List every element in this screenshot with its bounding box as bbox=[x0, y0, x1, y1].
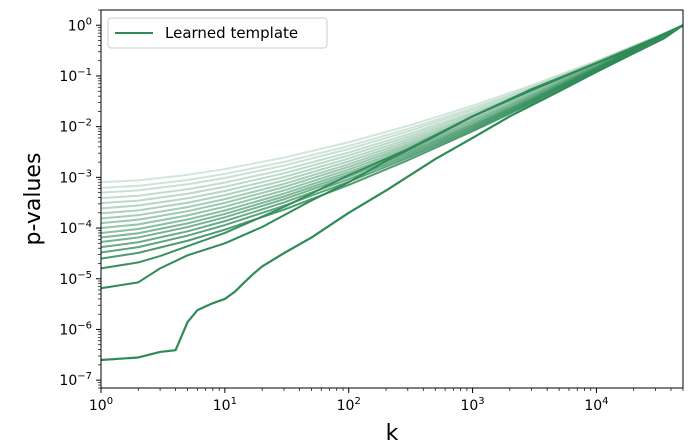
y-tick-label: 10−3 bbox=[59, 168, 92, 186]
series-line-14 bbox=[100, 24, 684, 205]
x-tick-label: 101 bbox=[213, 396, 237, 414]
plot-frame bbox=[100, 9, 684, 389]
series-line-learned-template bbox=[100, 24, 684, 362]
y-tick-label: 10−6 bbox=[59, 320, 92, 338]
x-axis-label: k bbox=[386, 421, 399, 446]
y-tick-label: 10−2 bbox=[59, 118, 92, 136]
y-tick-label: 10−7 bbox=[59, 371, 92, 389]
y-axis-label: p-values bbox=[21, 153, 46, 246]
y-axis-ticks: 100 10−1 10−2 10−3 10−4 10−5 10−6 10−7 bbox=[59, 9, 101, 389]
x-tick-label: 104 bbox=[584, 396, 608, 414]
x-tick-label: 100 bbox=[89, 396, 113, 414]
x-tick-label: 103 bbox=[460, 396, 484, 414]
plot-lines bbox=[100, 24, 684, 362]
y-tick-label: 100 bbox=[68, 16, 92, 34]
y-tick-label: 10−5 bbox=[59, 270, 92, 288]
series-line-18 bbox=[100, 24, 684, 184]
y-tick-label: 10−4 bbox=[59, 219, 92, 237]
legend-box bbox=[107, 17, 328, 49]
series-line-12 bbox=[100, 24, 684, 215]
series-line-13 bbox=[100, 24, 684, 210]
legend: Learned template bbox=[107, 17, 328, 49]
series-line-15 bbox=[100, 24, 684, 200]
series-line-7 bbox=[100, 24, 684, 239]
series-line-3 bbox=[100, 24, 684, 260]
y-tick-label: 10−1 bbox=[59, 67, 92, 85]
x-axis-ticks: 100 101 102 103 104 bbox=[89, 388, 684, 414]
x-tick-label: 102 bbox=[337, 396, 361, 414]
legend-label: Learned template bbox=[165, 24, 298, 42]
series-line-1 bbox=[100, 24, 684, 290]
